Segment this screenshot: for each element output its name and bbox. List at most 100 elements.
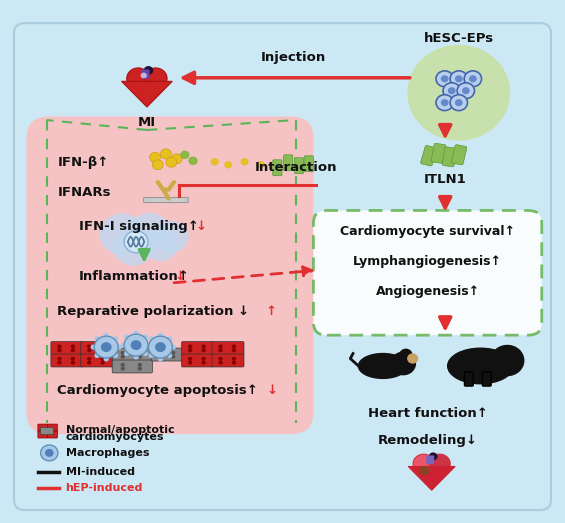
Circle shape [131,340,141,350]
Circle shape [218,348,223,353]
FancyBboxPatch shape [141,70,150,78]
Text: Remodeling↓: Remodeling↓ [378,434,478,447]
FancyBboxPatch shape [304,156,314,172]
Circle shape [171,345,176,349]
Circle shape [241,158,249,165]
Circle shape [101,361,105,365]
Circle shape [101,348,105,353]
FancyBboxPatch shape [212,354,244,367]
Circle shape [120,363,125,367]
Circle shape [188,345,192,348]
Circle shape [71,361,75,365]
Circle shape [154,221,189,253]
Circle shape [171,154,182,164]
Circle shape [120,351,125,355]
Circle shape [429,452,437,460]
Polygon shape [121,81,172,107]
Circle shape [188,361,192,365]
Text: IFNARs: IFNARs [58,186,111,199]
FancyBboxPatch shape [151,348,183,361]
Circle shape [112,353,118,358]
Text: Injection: Injection [260,51,326,64]
Circle shape [71,348,75,353]
Text: ↑: ↑ [265,305,276,318]
Circle shape [436,71,453,87]
Circle shape [419,466,429,475]
Circle shape [94,336,100,341]
FancyBboxPatch shape [273,160,282,176]
Ellipse shape [447,348,513,384]
Circle shape [41,445,58,461]
Circle shape [413,454,434,473]
Circle shape [166,157,177,167]
FancyBboxPatch shape [451,145,467,165]
Circle shape [211,158,219,165]
Text: Lymphangiogenesis↑: Lymphangiogenesis↑ [353,255,502,268]
Circle shape [138,363,142,367]
Text: hEP-induced: hEP-induced [66,483,143,493]
Circle shape [113,228,154,266]
Circle shape [158,351,162,355]
Circle shape [87,357,92,361]
Circle shape [232,357,236,361]
Text: ↓: ↓ [266,384,277,397]
Circle shape [142,351,148,356]
FancyBboxPatch shape [51,354,83,367]
Circle shape [462,87,470,94]
Circle shape [138,351,142,355]
Circle shape [218,345,223,348]
Circle shape [158,355,162,359]
Circle shape [155,342,166,352]
Circle shape [103,333,109,338]
FancyBboxPatch shape [38,424,47,431]
Circle shape [57,357,62,361]
Circle shape [124,334,129,339]
Circle shape [188,348,192,353]
Circle shape [391,353,415,374]
FancyBboxPatch shape [212,342,244,355]
Circle shape [143,229,178,261]
Text: Cardiomyocyte apoptosis↑: Cardiomyocyte apoptosis↑ [58,384,258,397]
Circle shape [101,357,105,361]
Circle shape [232,345,236,348]
Circle shape [400,349,412,360]
FancyBboxPatch shape [284,155,293,170]
Circle shape [218,361,223,365]
Text: ↓: ↓ [174,270,185,283]
Circle shape [171,351,175,355]
Circle shape [441,99,449,106]
Circle shape [99,213,145,255]
Ellipse shape [515,359,523,365]
Circle shape [160,149,171,159]
Circle shape [201,348,206,353]
Circle shape [232,361,236,365]
Circle shape [457,83,475,99]
Circle shape [158,357,163,361]
Circle shape [201,357,206,361]
Circle shape [120,367,125,371]
Circle shape [71,357,75,361]
Circle shape [171,355,175,359]
FancyBboxPatch shape [112,348,153,361]
Circle shape [87,361,92,365]
Circle shape [491,346,524,376]
Circle shape [201,345,206,348]
Circle shape [120,343,126,348]
Text: IFN-I signaling↑: IFN-I signaling↑ [79,220,199,233]
Circle shape [181,151,189,159]
FancyBboxPatch shape [483,372,491,386]
Circle shape [144,68,167,89]
Text: Normal/apoptotic: Normal/apoptotic [66,425,174,435]
Circle shape [441,75,449,82]
Circle shape [71,345,75,348]
Circle shape [87,348,92,353]
Text: ↓: ↓ [195,220,207,233]
Circle shape [167,353,172,358]
FancyBboxPatch shape [431,143,446,163]
Text: cardiomyocytes: cardiomyocytes [66,431,164,441]
FancyBboxPatch shape [81,354,113,367]
Circle shape [94,353,100,358]
Circle shape [189,157,197,165]
Circle shape [101,342,112,352]
Circle shape [94,336,118,358]
